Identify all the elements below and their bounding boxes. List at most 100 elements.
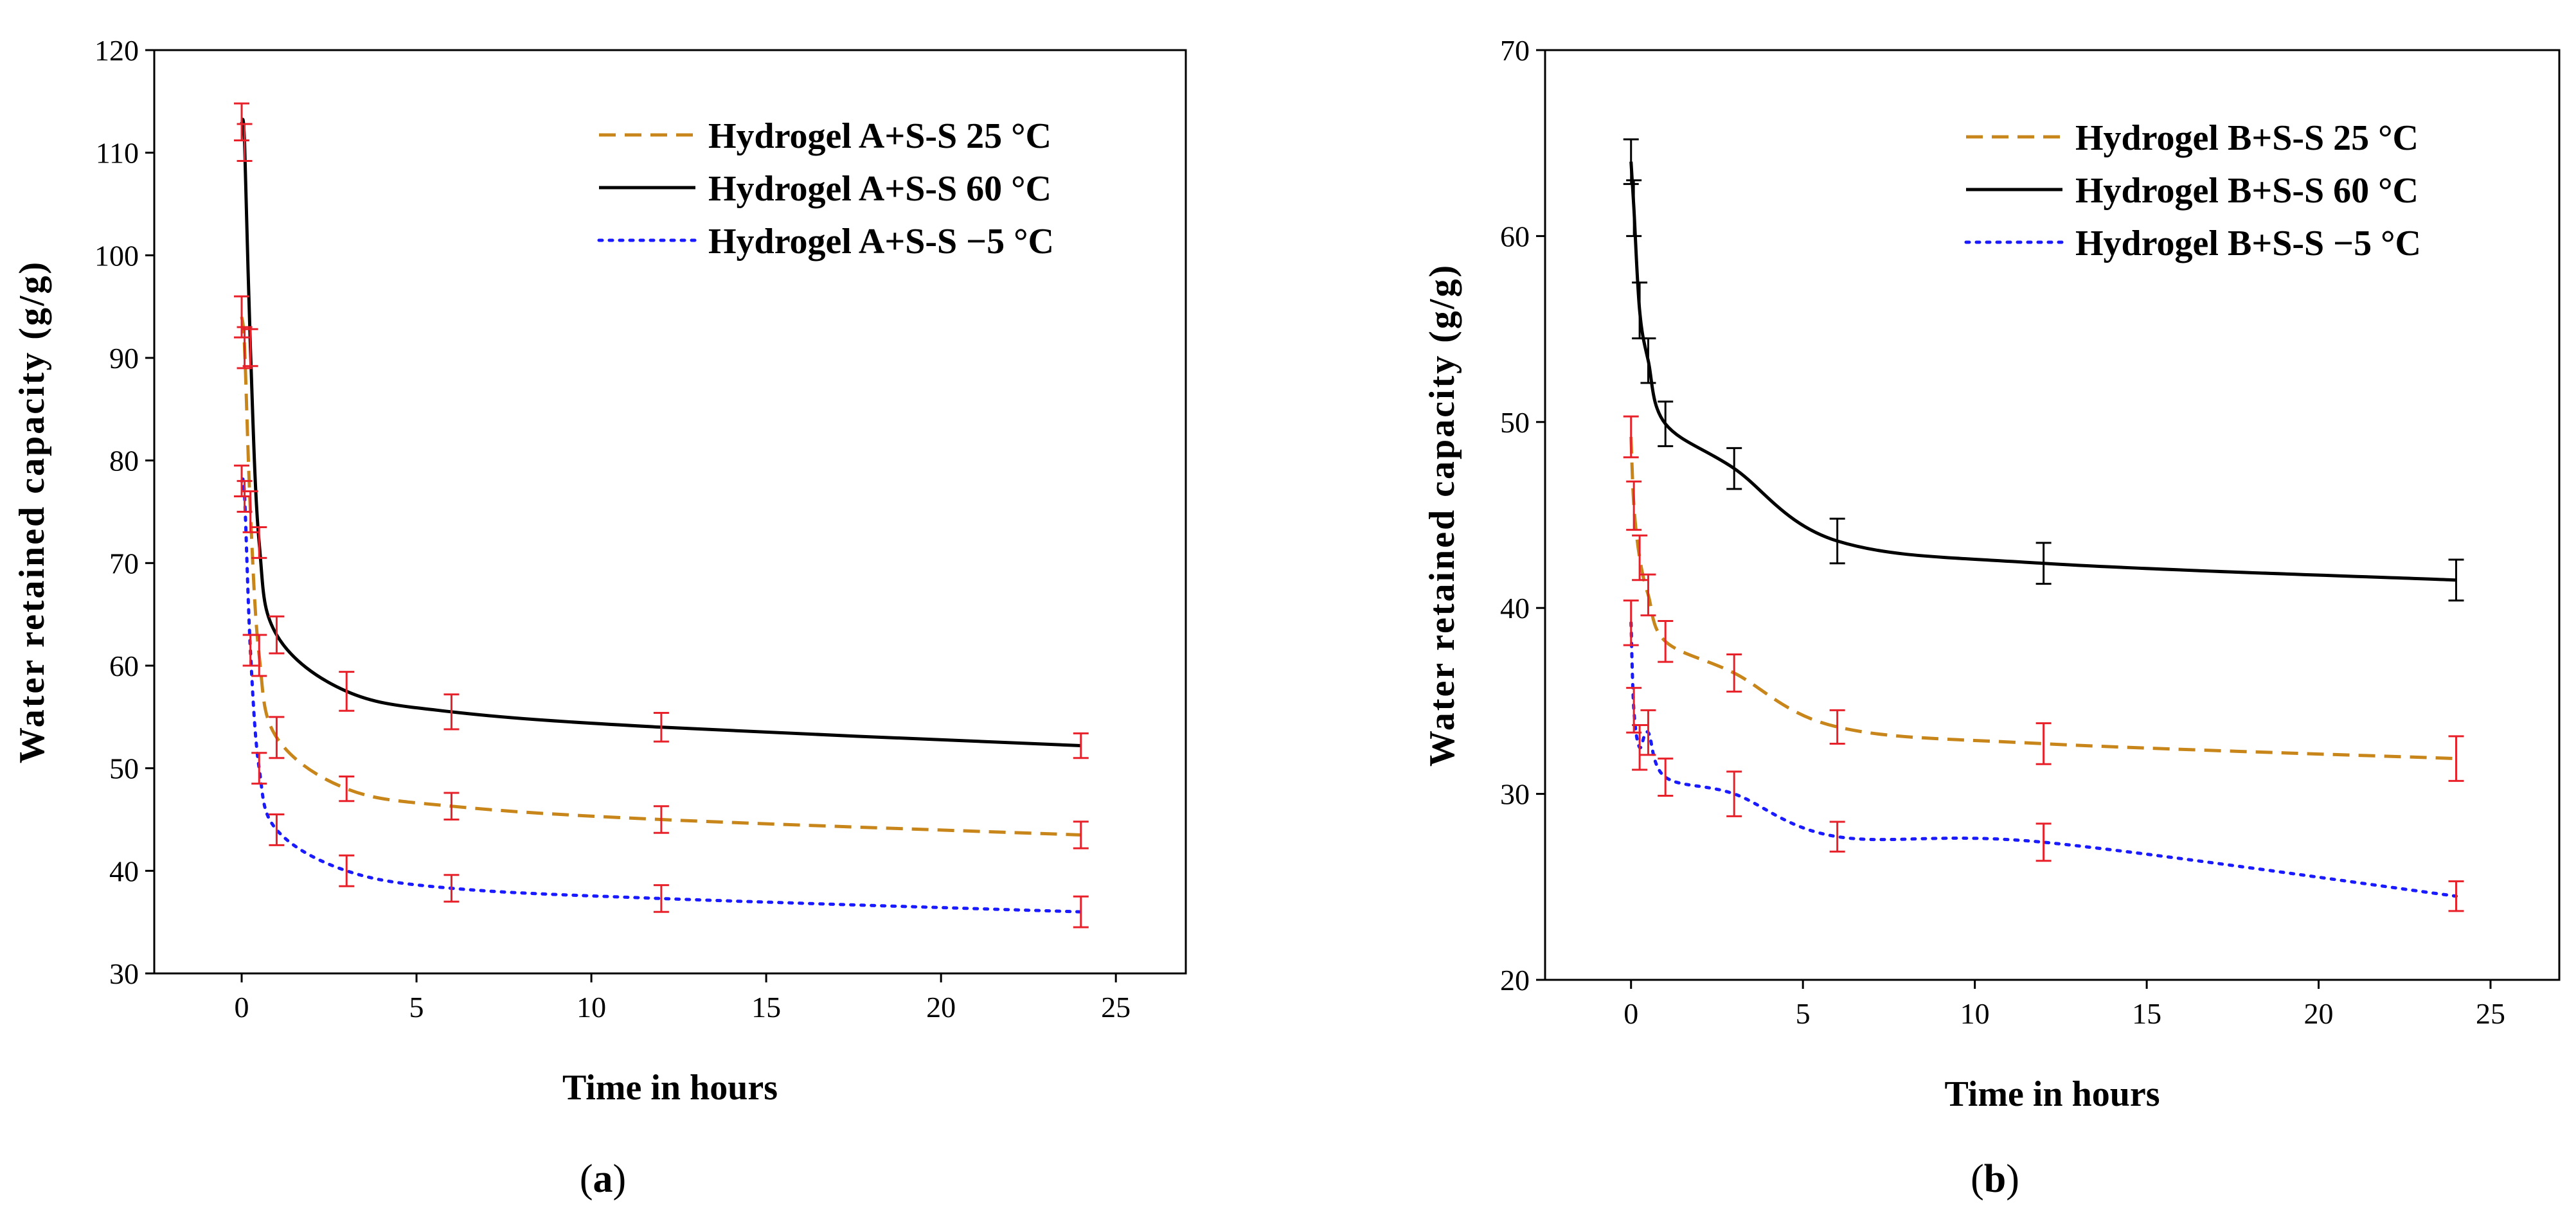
x-tick-label: 20 — [2304, 997, 2334, 1030]
error-bar — [339, 671, 355, 712]
error-bar — [2448, 735, 2464, 782]
error-bar — [1658, 619, 1674, 663]
y-tick-label: 50 — [1500, 406, 1530, 439]
error-bar — [1640, 573, 1656, 617]
error-bar — [653, 711, 669, 743]
error-bar — [1726, 770, 1742, 817]
panel-caption: (a) — [580, 1157, 626, 1201]
error-bar — [339, 854, 355, 887]
x-tick-label: 10 — [1960, 997, 1990, 1030]
error-bar — [1658, 758, 1674, 797]
error-bar — [1623, 415, 1639, 459]
error-bar — [242, 328, 258, 368]
error-bar — [2035, 542, 2052, 585]
chart-a-svg: 30 40 50 60 70 80 90 100 110 120 0 5 10 15 20 25 Time in… — [12, 34, 1187, 1201]
error-bar — [234, 295, 250, 339]
y-axis-title: Water retained capacity (g/g) — [1422, 263, 1462, 767]
legend-label-hydrogel-a-s-s-5-c: Hydrogel A+S-S −5 °C — [708, 222, 1054, 262]
series-line-hydrogel-b-s-s-5-c — [1629, 621, 2458, 898]
y-tick-label: 50 — [109, 752, 139, 785]
error-bar — [1640, 709, 1656, 756]
error-bar — [251, 634, 267, 677]
error-bar — [251, 526, 267, 559]
error-bar — [2035, 722, 2052, 765]
error-bar — [269, 813, 285, 846]
error-bar — [1632, 281, 1648, 340]
x-tick-label: 15 — [2132, 997, 2161, 1030]
x-tick-label: 5 — [1796, 997, 1811, 1030]
chart-panel-a: 30 40 50 60 70 80 90 100 110 120 0 5 10 15 20 25 Time in… — [12, 34, 1187, 1201]
chart-b-svg: 20 30 40 50 60 70 0 5 10 15 20 25 Time in hours Water… — [1422, 34, 2561, 1201]
x-axis-title: Time in hours — [562, 1068, 778, 1108]
x-tick-label: 0 — [235, 991, 249, 1024]
y-tick-label: 30 — [1500, 778, 1530, 811]
y-tick-label: 60 — [1500, 220, 1530, 253]
series-line-hydrogel-b-s-s-25-c — [1629, 436, 2456, 761]
legend-label-hydrogel-b-s-s-5-c: Hydrogel B+S-S −5 °C — [2075, 224, 2421, 263]
y-tick-label: 30 — [109, 957, 139, 990]
plot-frame-a — [153, 49, 1187, 975]
y-tick-label: 70 — [109, 547, 139, 580]
error-bar — [2448, 880, 2464, 912]
legend-label-hydrogel-a-s-s-25-c: Hydrogel A+S-S 25 °C — [708, 116, 1051, 156]
error-bar — [242, 634, 258, 667]
error-bar — [1726, 447, 1742, 490]
error-bar — [269, 716, 285, 759]
error-bar — [1829, 517, 1845, 565]
x-axis-title: Time in hours — [1944, 1074, 2160, 1114]
error-bar — [269, 615, 285, 655]
x-tick-label: 25 — [2476, 997, 2505, 1030]
y-tick-label: 20 — [1500, 964, 1530, 997]
error-bar — [1632, 724, 1648, 771]
error-bar — [443, 874, 460, 903]
error-bar — [1626, 179, 1642, 237]
y-tick-label: 80 — [109, 445, 139, 477]
error-bar — [1726, 653, 1742, 693]
error-bar — [1073, 732, 1089, 759]
error-bar — [339, 775, 355, 803]
series-line-hydrogel-a-s-s-25-c — [240, 316, 1081, 837]
x-tick-label: 0 — [1623, 997, 1638, 1030]
error-bar — [237, 123, 253, 162]
error-bar — [1623, 599, 1639, 646]
error-bar — [237, 326, 253, 369]
error-bar — [1632, 534, 1648, 581]
y-tick-label: 110 — [96, 137, 139, 170]
x-tick-label: 20 — [926, 991, 956, 1024]
y-tick-label: 100 — [94, 239, 139, 272]
error-bar — [443, 792, 460, 820]
error-bar — [251, 752, 267, 785]
error-bar — [2035, 822, 2052, 862]
x-tick-label: 15 — [751, 991, 781, 1024]
error-bar — [653, 805, 669, 834]
legend-label-hydrogel-b-s-s-25-c: Hydrogel B+S-S 25 °C — [2075, 118, 2419, 158]
x-tick-label: 25 — [1101, 991, 1131, 1024]
y-tick-label: 120 — [94, 34, 139, 67]
y-tick-label: 40 — [109, 855, 139, 887]
error-bar — [1829, 709, 1845, 745]
series-line-hydrogel-a-s-s-60-c — [240, 118, 1081, 748]
y-axis-title: Water retained capacity (g/g) — [12, 260, 52, 763]
error-bar — [443, 693, 460, 731]
plot-frame-b — [1544, 49, 2561, 981]
error-bar — [1640, 337, 1656, 384]
series-line-hydrogel-a-s-s-5-c — [240, 477, 1083, 914]
error-bar — [1073, 820, 1089, 849]
y-tick-label: 90 — [109, 342, 139, 375]
x-tick-label: 5 — [409, 991, 424, 1024]
error-bar — [237, 480, 253, 513]
x-tick-label: 10 — [577, 991, 606, 1024]
error-bar — [1073, 895, 1089, 928]
legend-label-hydrogel-a-s-s-60-c: Hydrogel A+S-S 60 °C — [708, 169, 1051, 209]
error-bar — [2448, 558, 2464, 602]
legend-label-hydrogel-b-s-s-60-c: Hydrogel B+S-S 60 °C — [2075, 171, 2419, 211]
error-bar — [1623, 138, 1639, 185]
error-bar — [1658, 400, 1674, 447]
y-tick-label: 60 — [109, 650, 139, 682]
chart-panel-b: 20 30 40 50 60 70 0 5 10 15 20 25 Time in hours Water… — [1288, 0, 2576, 1224]
error-bar — [653, 884, 669, 913]
y-tick-label: 70 — [1500, 34, 1530, 67]
error-bar — [234, 102, 250, 142]
error-bar — [1829, 820, 1845, 853]
y-tick-label: 40 — [1500, 592, 1530, 625]
